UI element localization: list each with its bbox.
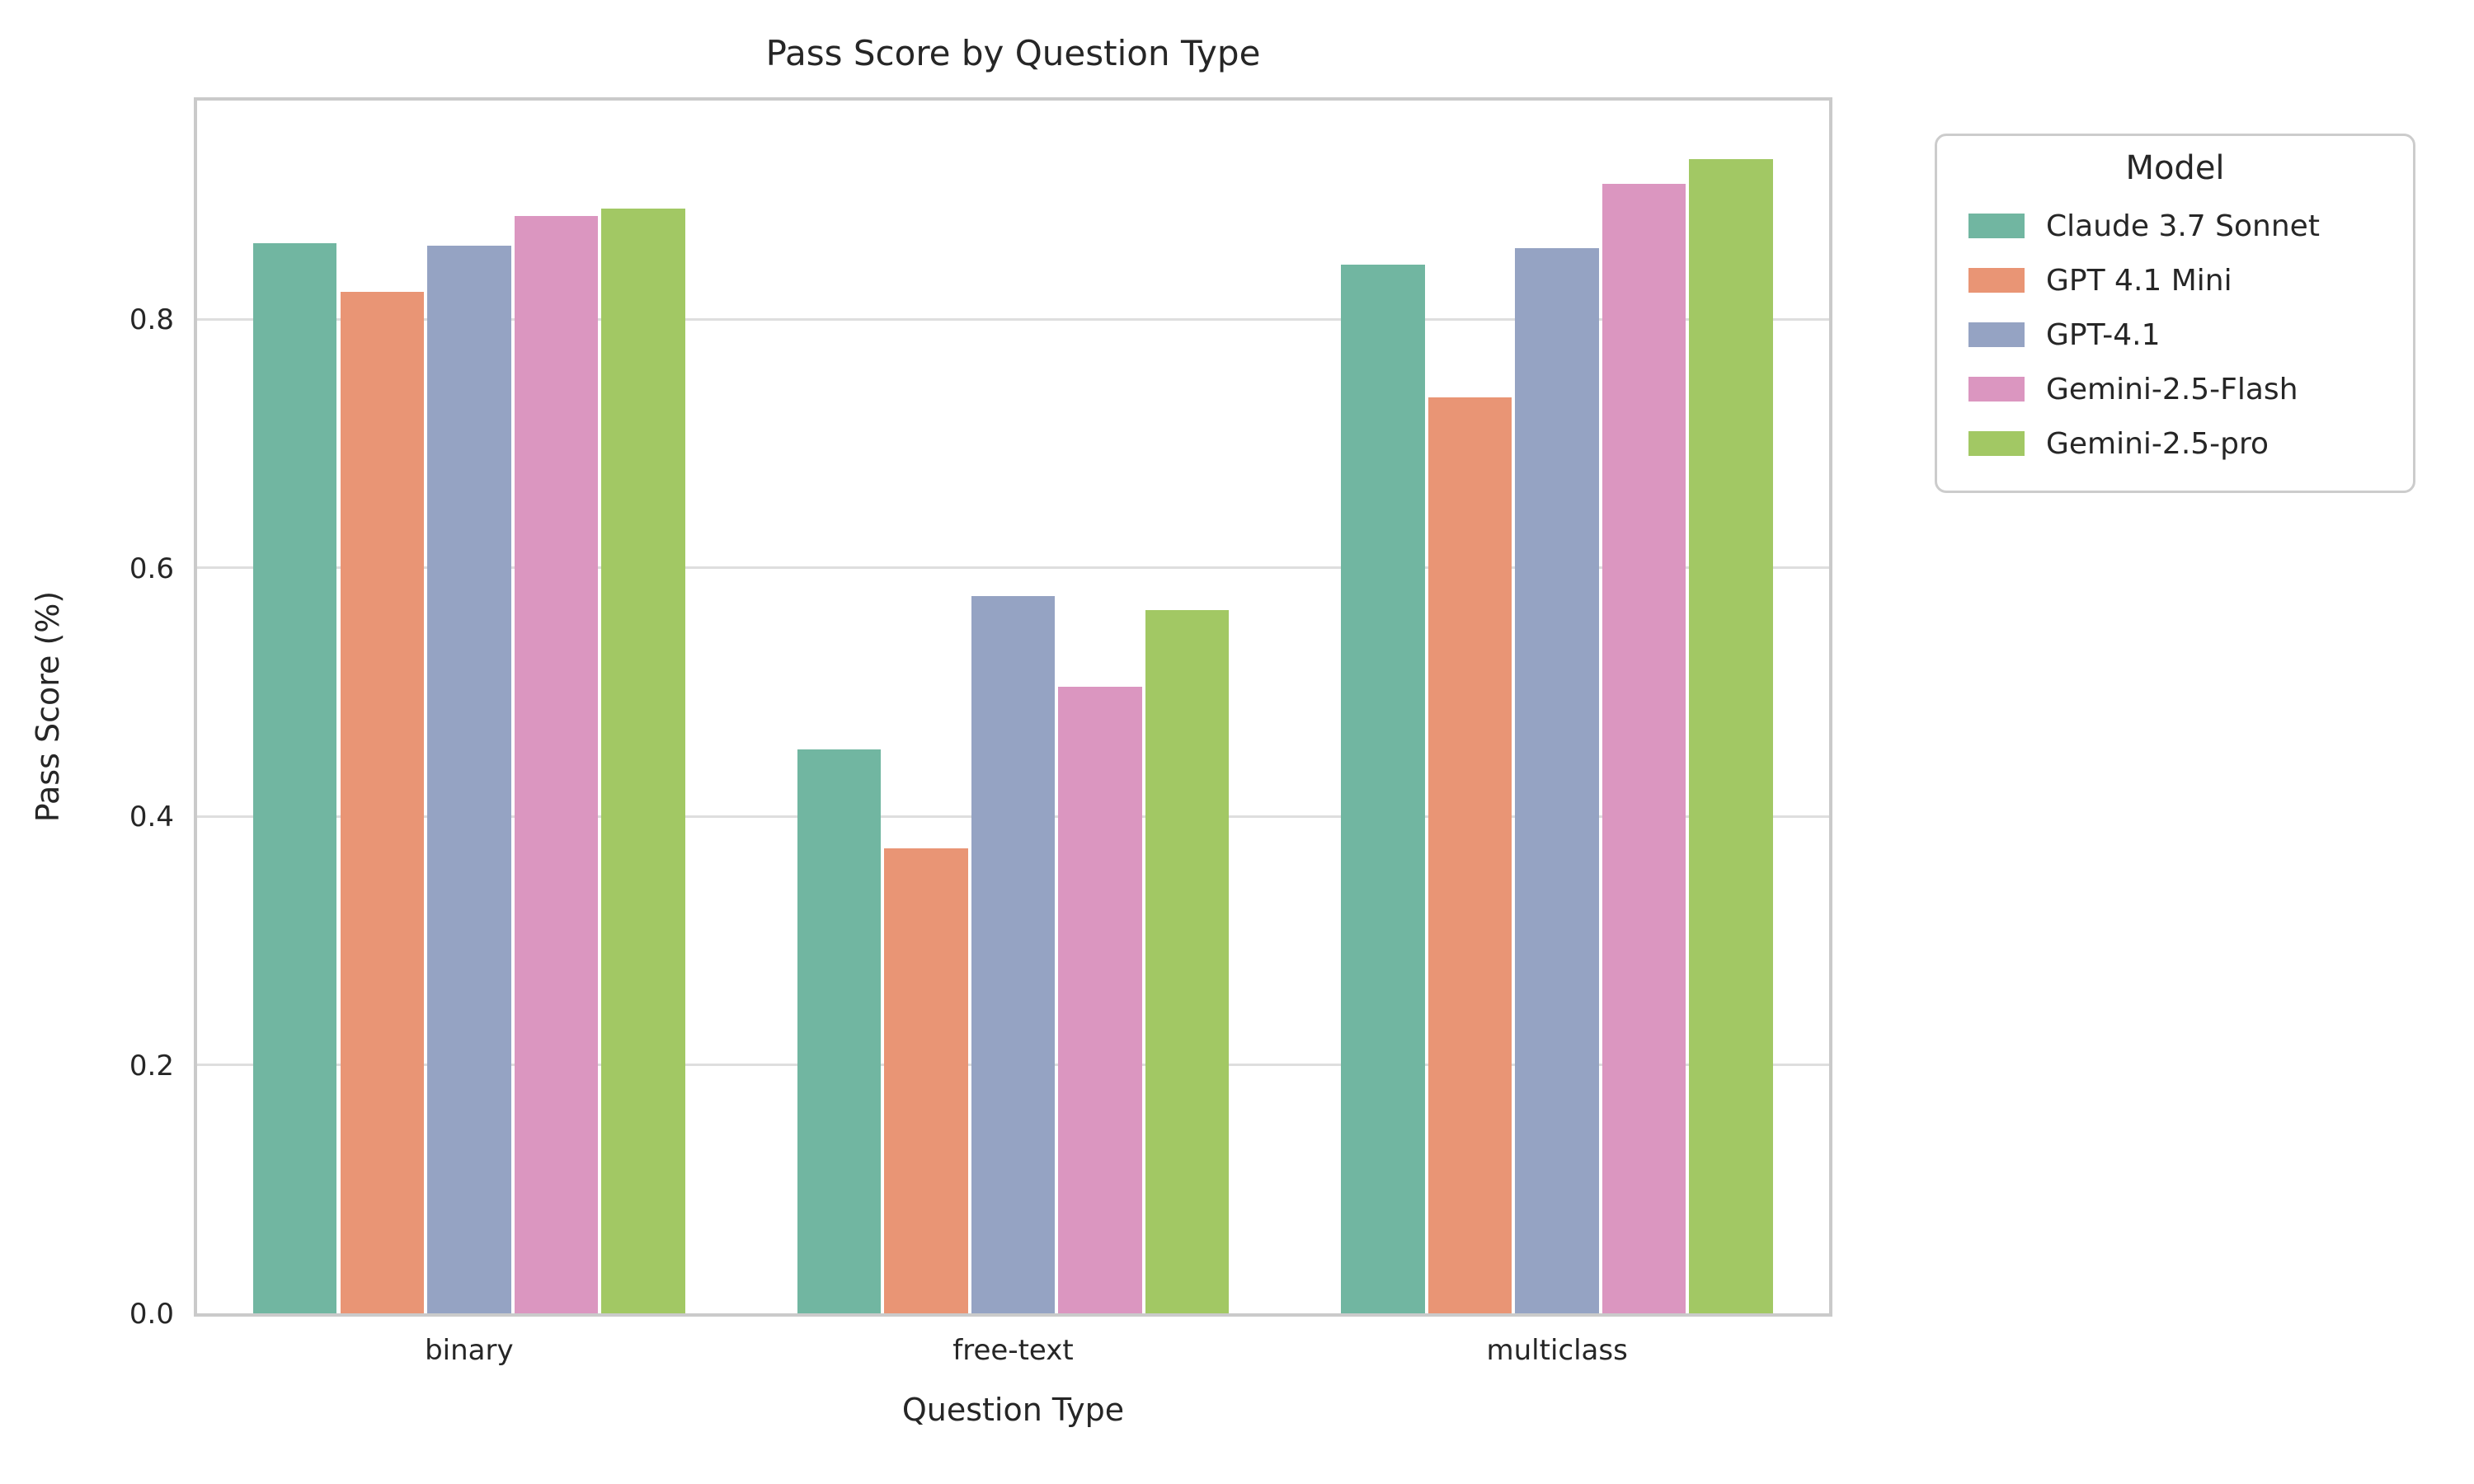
bar-multiclass-series-4: [1689, 158, 1774, 1313]
x-tick-label-binary: binary: [425, 1334, 514, 1367]
gridline: [197, 566, 1829, 570]
chart-title: Pass Score by Question Type: [765, 33, 1261, 73]
x-axis-label: Question Type: [901, 1392, 1125, 1428]
bar-multiclass-series-0: [1341, 264, 1425, 1313]
legend-item: Claude 3.7 Sonnet: [1937, 199, 2413, 253]
bar-multiclass-series-1: [1427, 397, 1512, 1313]
legend-item-label: GPT-4.1: [2046, 317, 2161, 352]
bar-binary-series-3: [514, 216, 599, 1313]
y-tick-label: 0.4: [129, 801, 174, 834]
legend-item: GPT 4.1 Mini: [1937, 253, 2413, 308]
legend-item: Gemini-2.5-pro: [1937, 416, 2413, 471]
legend-title: Model: [2125, 149, 2225, 187]
bar-binary-series-2: [427, 246, 511, 1313]
gridline: [197, 317, 1829, 321]
legend-item-label: Gemini-2.5-pro: [2046, 426, 2269, 461]
plot-area: [194, 97, 1832, 1317]
bar-binary-series-0: [252, 243, 337, 1313]
legend-swatch-icon: [1968, 214, 2025, 238]
y-tick-label: 0.0: [129, 1298, 174, 1331]
bar-free-text-series-3: [1058, 687, 1142, 1313]
bar-free-text-series-4: [1145, 609, 1230, 1313]
legend-item: GPT-4.1: [1937, 308, 2413, 362]
legend-swatch-icon: [1968, 377, 2025, 402]
y-axis-label: Pass Score (%): [30, 590, 66, 823]
bar-free-text-series-0: [797, 749, 882, 1313]
legend: Model Claude 3.7 Sonnet GPT 4.1 Mini GPT-4…: [1935, 134, 2415, 493]
bar-multiclass-series-2: [1515, 248, 1599, 1313]
legend-item-label: Claude 3.7 Sonnet: [2046, 209, 2320, 243]
bar-free-text-series-1: [884, 848, 968, 1313]
bar-multiclass-series-3: [1602, 183, 1686, 1313]
x-tick-label-multiclass: multiclass: [1486, 1334, 1628, 1367]
legend-item: Gemini-2.5-Flash: [1937, 362, 2413, 416]
bar-binary-series-1: [340, 292, 425, 1313]
y-tick-label: 0.6: [129, 552, 174, 585]
bar-free-text-series-2: [971, 596, 1056, 1313]
legend-swatch-icon: [1968, 431, 2025, 456]
y-tick-label: 0.2: [129, 1049, 174, 1082]
legend-swatch-icon: [1968, 268, 2025, 293]
legend-swatch-icon: [1968, 322, 2025, 347]
x-tick-label-free-text: free-text: [952, 1334, 1074, 1367]
legend-item-label: GPT 4.1 Mini: [2046, 263, 2232, 298]
y-tick-label: 0.8: [129, 303, 174, 337]
bar-binary-series-4: [601, 209, 685, 1313]
legend-item-label: Gemini-2.5-Flash: [2046, 372, 2298, 406]
